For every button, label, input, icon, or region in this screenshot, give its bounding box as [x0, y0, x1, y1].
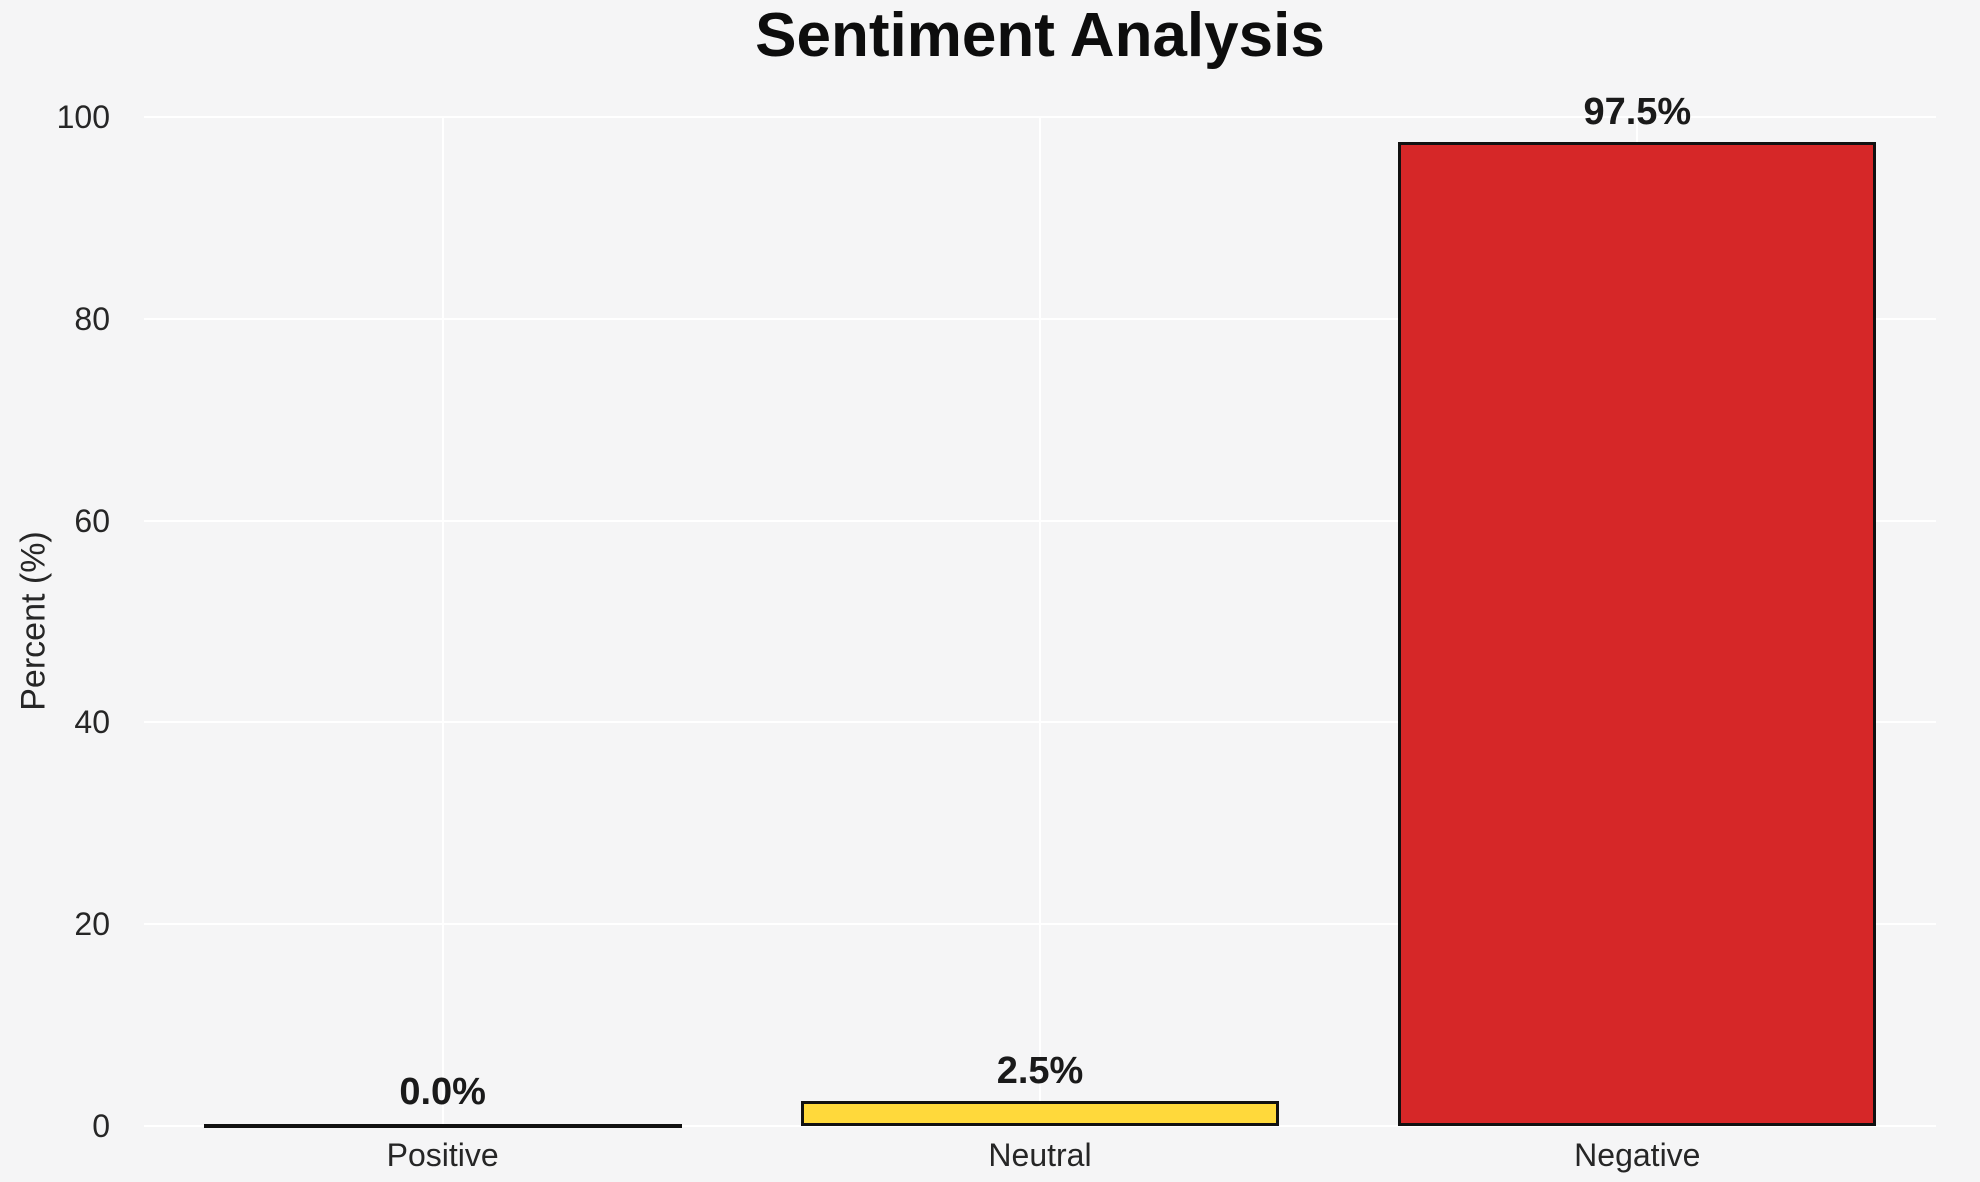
y-tick-label: 20 — [74, 906, 110, 943]
bar-value-label: 2.5% — [996, 1049, 1084, 1092]
bar-neutral — [801, 1100, 1279, 1126]
chart-title: Sentiment Analysis — [755, 1, 1325, 70]
y-axis-label: Percent (%) — [14, 531, 53, 711]
bar-value-label: 97.5% — [1583, 91, 1692, 134]
plot-area: 0.0% 2.5% 97.5% — [144, 92, 1936, 1128]
y-tick-label: 100 — [56, 99, 110, 135]
y-tick-label: 40 — [74, 704, 110, 741]
y-tick-label: 80 — [74, 300, 110, 337]
gridline-vertical — [1039, 117, 1041, 1126]
gridline-vertical — [441, 117, 444, 1126]
bar-negative — [1398, 142, 1877, 1126]
y-tick-label: 0 — [92, 1108, 110, 1144]
bar-positive — [203, 1124, 682, 1128]
gridline-horizontal — [144, 1125, 1936, 1127]
y-tick-label: 60 — [74, 502, 110, 539]
x-category-label: Neutral — [988, 1137, 1092, 1173]
x-category-label: Negative — [1574, 1137, 1701, 1173]
x-category-label: Positive — [386, 1137, 499, 1173]
bar-value-label: 0.0% — [399, 1071, 486, 1113]
